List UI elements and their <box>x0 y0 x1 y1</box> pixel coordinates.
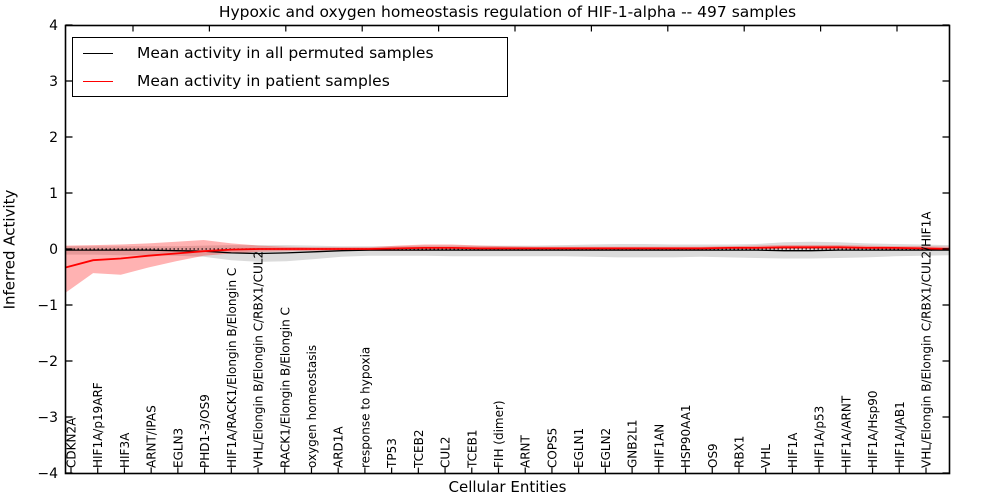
y-tick-label: −4 <box>37 466 58 482</box>
x-tick-label: HIF1A/JAB1 <box>893 401 907 468</box>
x-tick-label: TCEB2 <box>412 430 426 469</box>
permuted-line-swatch <box>83 52 113 54</box>
x-tick-label: HSP90AA1 <box>679 404 693 468</box>
x-tick-label: RBX1 <box>732 436 746 468</box>
legend: Mean activity in all permuted samples Me… <box>72 37 508 97</box>
legend-label-patient: Mean activity in patient samples <box>137 72 390 90</box>
legend-entry-permuted: Mean activity in all permuted samples <box>83 40 507 66</box>
x-tick-label: GNB2L1 <box>626 420 640 468</box>
y-tick-label: 4 <box>49 18 58 34</box>
x-tick-label: CDKN2A <box>65 417 79 468</box>
x-tick-label: HIF1A <box>786 432 800 468</box>
x-tick-label: FIH (dimer) <box>492 400 506 468</box>
permuted-confidence-band <box>65 241 950 262</box>
x-tick-label: TCEB1 <box>465 430 479 469</box>
patient-line-swatch <box>83 80 113 82</box>
x-tick-label: VHL <box>759 444 773 468</box>
x-tick-label: EGLN3 <box>171 428 185 468</box>
x-tick-label: ARNT/IPAS <box>145 405 159 468</box>
x-tick-label: HIF1A/Hsp90 <box>866 390 880 468</box>
x-tick-label: TP53 <box>385 438 399 469</box>
y-tick-label: 0 <box>49 242 58 258</box>
x-tick-label: CUL2 <box>439 437 453 468</box>
legend-entry-patient: Mean activity in patient samples <box>83 68 507 94</box>
y-tick-label: −3 <box>37 410 58 426</box>
x-tick-label: EGLN2 <box>599 428 613 468</box>
x-tick-label: ARNT <box>519 434 533 468</box>
x-tick-label: OS9 <box>706 443 720 468</box>
x-tick-label: HIF1A/p53 <box>813 406 827 468</box>
x-tick-label: ARD1A <box>332 426 346 468</box>
x-tick-label: oxygen homeostasis <box>305 345 319 468</box>
x-tick-label: HIF3A <box>118 432 132 468</box>
patient-confidence-band <box>65 240 950 293</box>
y-tick-label: 1 <box>49 186 58 202</box>
y-axis-label: Inferred Activity <box>0 189 19 310</box>
patient-mean-line <box>65 246 950 269</box>
y-tick-label: −1 <box>37 298 58 314</box>
x-tick-label: RACK1/Elongin B/Elongin C <box>278 307 292 468</box>
x-tick-label: HIF1A/p19ARF <box>91 382 105 468</box>
y-tick-label: 2 <box>49 130 58 146</box>
x-tick-label: VHL/Elongin B/Elongin C/RBX1/CUL2/HIF1A <box>920 211 934 468</box>
x-tick-label: HIF1AN <box>652 424 666 468</box>
permuted-mean-line <box>65 249 950 255</box>
y-tick-label: 3 <box>49 74 58 90</box>
x-tick-label: HIF1A/ARNT <box>839 395 853 468</box>
x-tick-label: response to hypoxia <box>358 347 372 468</box>
x-tick-label: EGLN1 <box>572 428 586 468</box>
chart-title: Hypoxic and oxygen homeostasis regulatio… <box>218 3 797 21</box>
x-tick-label: VHL/Elongin B/Elongin C/RBX1/CUL2 <box>252 251 266 468</box>
x-tick-label: PHD1-3/OS9 <box>198 394 212 468</box>
x-axis-label: Cellular Entities <box>448 478 567 496</box>
x-tick-label: HIF1A/RACK1/Elongin B/Elongin C <box>225 268 239 468</box>
x-tick-label: COPS5 <box>545 428 559 468</box>
legend-label-permuted: Mean activity in all permuted samples <box>137 44 434 62</box>
y-tick-label: −2 <box>37 354 58 370</box>
